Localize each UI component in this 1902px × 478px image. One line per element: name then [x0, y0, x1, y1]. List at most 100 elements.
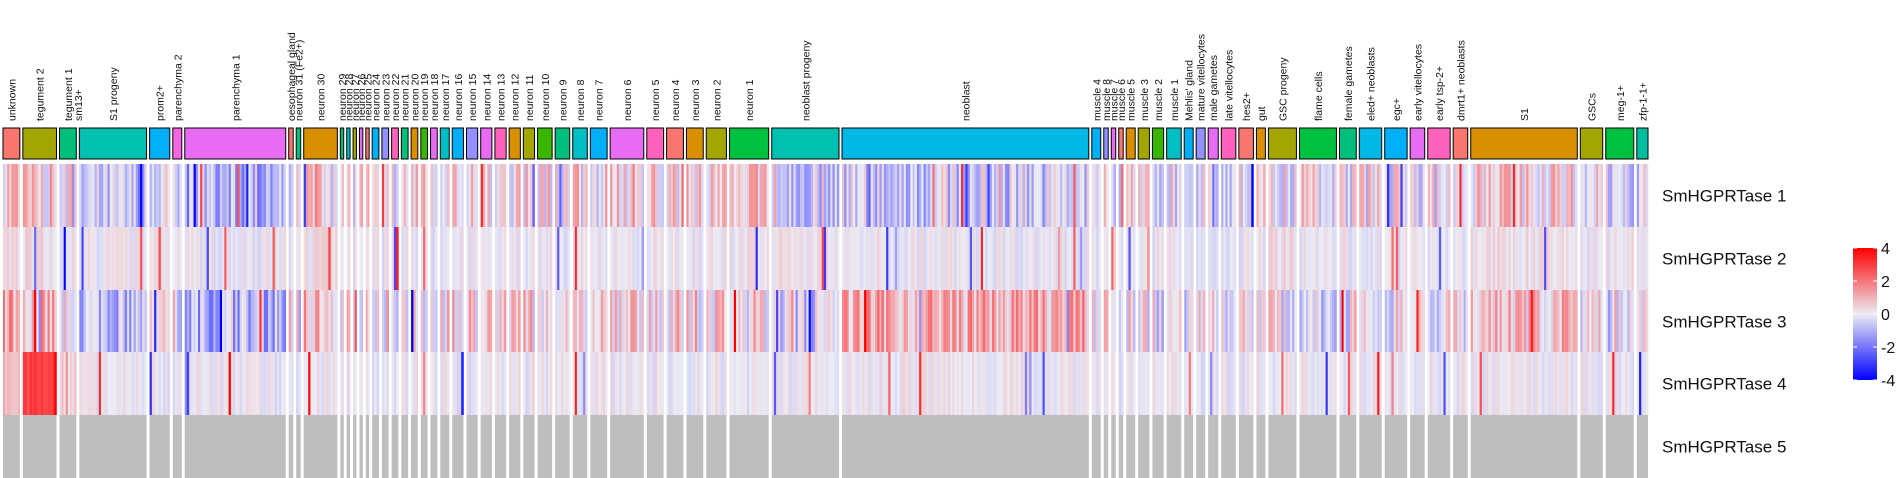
cell [776, 290, 779, 353]
cell [596, 352, 600, 415]
cell [386, 164, 389, 227]
cell [557, 227, 560, 290]
cell [1044, 352, 1048, 415]
cell [804, 290, 807, 353]
cell [1238, 290, 1242, 353]
cell [485, 164, 488, 227]
heatmap-block-neuron-12-row-5 [509, 415, 521, 478]
cell [353, 290, 356, 353]
cell [766, 290, 770, 353]
cell [806, 290, 809, 353]
cell [823, 227, 827, 290]
cell [780, 352, 783, 415]
cell [1299, 352, 1302, 415]
cell [555, 290, 558, 353]
cell [1161, 227, 1164, 290]
cluster-label-neuron-31-fe2: neuron 31 (Fe2+) [293, 40, 305, 121]
cell [374, 352, 377, 415]
cell [879, 227, 882, 290]
cell [211, 227, 214, 290]
cell [415, 164, 419, 227]
cell [1283, 164, 1286, 227]
cell [1243, 227, 1246, 290]
cell [1379, 227, 1383, 290]
cell [1272, 164, 1276, 227]
cell [954, 164, 957, 227]
cell [1541, 227, 1545, 290]
na-cell [610, 415, 644, 478]
cell [561, 352, 564, 415]
cell [1118, 164, 1122, 227]
cell [288, 290, 292, 353]
cell [1526, 352, 1529, 415]
cell [1591, 164, 1595, 227]
cell [1274, 164, 1278, 227]
cell [648, 290, 652, 353]
cell [1138, 227, 1141, 290]
cell [312, 227, 316, 290]
cell [1391, 352, 1394, 415]
cell [27, 227, 30, 290]
cell [1223, 227, 1226, 290]
cell [1128, 227, 1132, 290]
cell [832, 290, 835, 353]
heatmap-block-flame-cells-row-1 [1299, 164, 1337, 227]
cell [1323, 352, 1326, 415]
cell [708, 352, 712, 415]
cell [632, 227, 636, 290]
cell [806, 164, 809, 227]
cell [288, 164, 292, 227]
cell [274, 290, 278, 353]
cell [764, 290, 767, 353]
cell [1345, 227, 1349, 290]
heatmap-block-early-tsp-2-row-5 [1427, 415, 1451, 478]
cell [576, 164, 580, 227]
cell [1465, 227, 1469, 290]
cell [252, 290, 256, 353]
cell [202, 227, 205, 290]
cell [425, 164, 428, 227]
cluster-label-sm13: sm13+ [73, 89, 85, 121]
na-cell [1268, 415, 1297, 478]
cell [283, 352, 287, 415]
cell [1096, 290, 1099, 353]
na-cell [1118, 415, 1124, 478]
heatmap-block-neuron-23-row-4 [381, 352, 389, 415]
cell [998, 227, 1001, 290]
cell [1537, 164, 1540, 227]
cluster-label-gscs: GSCs [1587, 93, 1599, 121]
heatmap-block-neuron-11-row-4 [523, 352, 535, 415]
cell [892, 290, 896, 353]
cell [925, 352, 929, 415]
cell [825, 227, 829, 290]
cell [346, 352, 349, 415]
cell [1470, 352, 1474, 415]
cell [525, 290, 529, 353]
cell [1512, 290, 1516, 353]
cell [1486, 227, 1489, 290]
cell [1068, 352, 1072, 415]
cell [868, 227, 871, 290]
cell [1277, 352, 1280, 415]
cell [1022, 352, 1026, 415]
cell [1552, 227, 1556, 290]
cell [572, 164, 576, 227]
cell [1216, 227, 1219, 290]
row-label-5: SmHGPRTase 5 [1662, 438, 1786, 457]
cell [1152, 290, 1155, 353]
cell [561, 227, 564, 290]
na-cell [1221, 415, 1236, 478]
heatmap-block-neuron-27-row-2 [353, 227, 357, 290]
cell [879, 290, 882, 353]
cell [757, 352, 761, 415]
cell [137, 352, 141, 415]
cell [881, 227, 885, 290]
cell [657, 164, 660, 227]
cell [1274, 227, 1278, 290]
cell [532, 352, 535, 415]
cell [1094, 352, 1097, 415]
cell [1118, 290, 1122, 353]
cell [1623, 290, 1626, 353]
cell [539, 352, 543, 415]
cell [1249, 227, 1252, 290]
